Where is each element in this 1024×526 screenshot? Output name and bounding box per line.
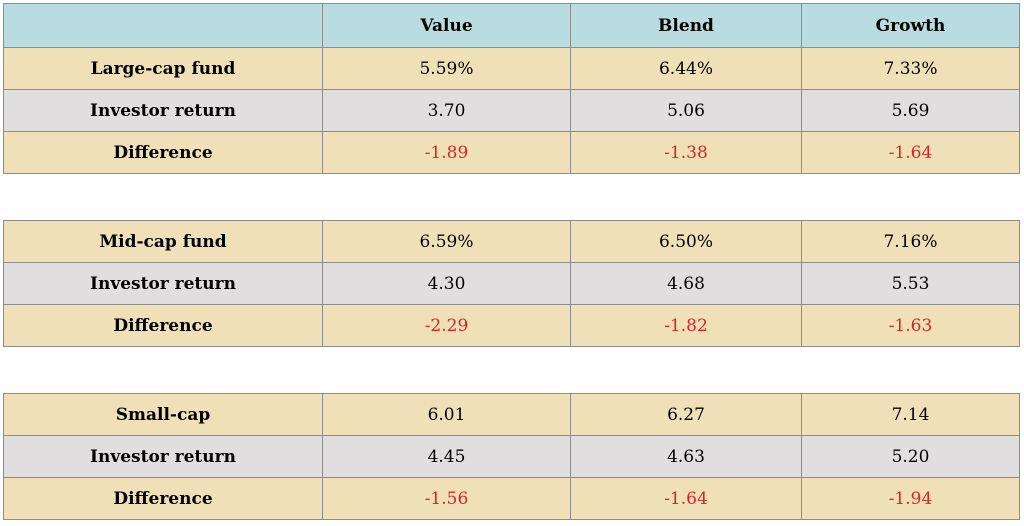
cell-value: 5.59% [322, 47, 571, 90]
row-label: Small-cap [3, 393, 323, 436]
cell-growth: 7.16% [801, 220, 1020, 263]
row-label: Investor return [3, 262, 323, 305]
table-row: Large-cap fund 5.59% 6.44% 7.33% [3, 47, 1020, 90]
cell-value: 4.30 [322, 262, 571, 305]
row-label: Difference [3, 131, 323, 174]
cell-blend: -1.38 [570, 131, 802, 174]
cell-blend: -1.82 [570, 304, 802, 347]
header-blend: Blend [570, 3, 802, 48]
header-growth: Growth [801, 3, 1020, 48]
header-row: Value Blend Growth [3, 3, 1020, 48]
cell-growth: -1.63 [801, 304, 1020, 347]
row-label: Difference [3, 304, 323, 347]
cell-growth: 5.20 [801, 435, 1020, 478]
mid-cap-table: Mid-cap fund 6.59% 6.50% 7.16% Investor … [3, 220, 1020, 347]
row-label: Investor return [3, 435, 323, 478]
row-label: Mid-cap fund [3, 220, 323, 263]
cell-growth: 5.53 [801, 262, 1020, 305]
table-row: Investor return 3.70 5.06 5.69 [3, 89, 1020, 132]
cell-blend: 6.44% [570, 47, 802, 90]
table-row: Small-cap 6.01 6.27 7.14 [3, 393, 1020, 436]
small-cap-table: Small-cap 6.01 6.27 7.14 Investor return… [3, 393, 1020, 520]
cell-value: 4.45 [322, 435, 571, 478]
cell-growth: 7.33% [801, 47, 1020, 90]
cell-value: -1.56 [322, 477, 571, 520]
cell-value: -1.89 [322, 131, 571, 174]
cell-blend: 6.27 [570, 393, 802, 436]
cell-value: -2.29 [322, 304, 571, 347]
cell-blend: -1.64 [570, 477, 802, 520]
cell-blend: 6.50% [570, 220, 802, 263]
cell-value: 6.59% [322, 220, 571, 263]
cell-blend: 4.63 [570, 435, 802, 478]
row-label: Investor return [3, 89, 323, 132]
cell-growth: -1.94 [801, 477, 1020, 520]
cell-growth: 5.69 [801, 89, 1020, 132]
row-label: Difference [3, 477, 323, 520]
header-corner-cell [3, 3, 323, 48]
row-label: Large-cap fund [3, 47, 323, 90]
cell-blend: 4.68 [570, 262, 802, 305]
table-row: Investor return 4.45 4.63 5.20 [3, 435, 1020, 478]
cell-growth: -1.64 [801, 131, 1020, 174]
cell-blend: 5.06 [570, 89, 802, 132]
header-value: Value [322, 3, 571, 48]
table-row: Difference -1.89 -1.38 -1.64 [3, 131, 1020, 174]
cell-value: 3.70 [322, 89, 571, 132]
table-row: Investor return 4.30 4.68 5.53 [3, 262, 1020, 305]
cell-growth: 7.14 [801, 393, 1020, 436]
table-row: Mid-cap fund 6.59% 6.50% 7.16% [3, 220, 1020, 263]
table-row: Difference -2.29 -1.82 -1.63 [3, 304, 1020, 347]
cell-value: 6.01 [322, 393, 571, 436]
table-row: Difference -1.56 -1.64 -1.94 [3, 477, 1020, 520]
large-cap-table: Value Blend Growth Large-cap fund 5.59% … [3, 3, 1020, 174]
